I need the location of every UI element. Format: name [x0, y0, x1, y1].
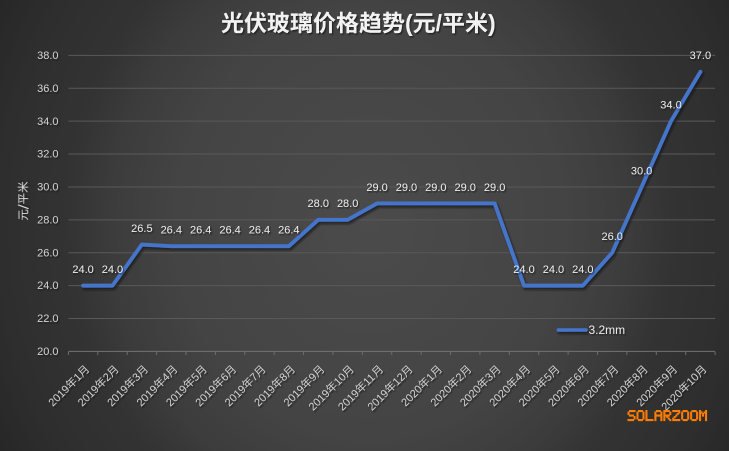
svg-text:26.4: 26.4 — [278, 225, 299, 237]
svg-text:26.5: 26.5 — [131, 223, 152, 235]
svg-text:29.0: 29.0 — [484, 182, 505, 194]
svg-text:29.0: 29.0 — [396, 182, 417, 194]
svg-text:38.0: 38.0 — [37, 50, 58, 62]
svg-text:26.4: 26.4 — [219, 225, 240, 237]
svg-text:26.0: 26.0 — [37, 247, 58, 259]
svg-text:24.0: 24.0 — [37, 280, 58, 292]
svg-text:): ) — [488, 10, 496, 36]
svg-text:26.4: 26.4 — [161, 225, 182, 237]
svg-text:37.0: 37.0 — [690, 50, 711, 62]
svg-text:28.0: 28.0 — [308, 198, 329, 210]
svg-text:34.0: 34.0 — [37, 116, 58, 128]
svg-text:26.0: 26.0 — [601, 231, 622, 243]
svg-text:30.0: 30.0 — [37, 182, 58, 194]
svg-text:24.0: 24.0 — [72, 264, 93, 276]
svg-text:26.4: 26.4 — [190, 225, 211, 237]
svg-text:24.0: 24.0 — [543, 264, 564, 276]
svg-text:24.0: 24.0 — [572, 264, 593, 276]
svg-text:22.0: 22.0 — [37, 313, 58, 325]
svg-text:34.0: 34.0 — [660, 100, 681, 112]
svg-text:29.0: 29.0 — [366, 182, 387, 194]
svg-text:36.0: 36.0 — [37, 83, 58, 95]
svg-text:32.0: 32.0 — [37, 149, 58, 161]
svg-text:/: / — [436, 10, 443, 36]
svg-text:29.0: 29.0 — [425, 182, 446, 194]
svg-text:26.4: 26.4 — [249, 225, 270, 237]
svg-text:24.0: 24.0 — [102, 264, 123, 276]
svg-text:3.2mm: 3.2mm — [589, 323, 626, 337]
svg-text:28.0: 28.0 — [337, 198, 358, 210]
svg-text:30.0: 30.0 — [631, 165, 652, 177]
svg-text:20.0: 20.0 — [37, 346, 58, 358]
svg-text:(: ( — [405, 10, 413, 36]
svg-text:29.0: 29.0 — [455, 182, 476, 194]
svg-text:28.0: 28.0 — [37, 214, 58, 226]
svg-text:24.0: 24.0 — [513, 264, 534, 276]
